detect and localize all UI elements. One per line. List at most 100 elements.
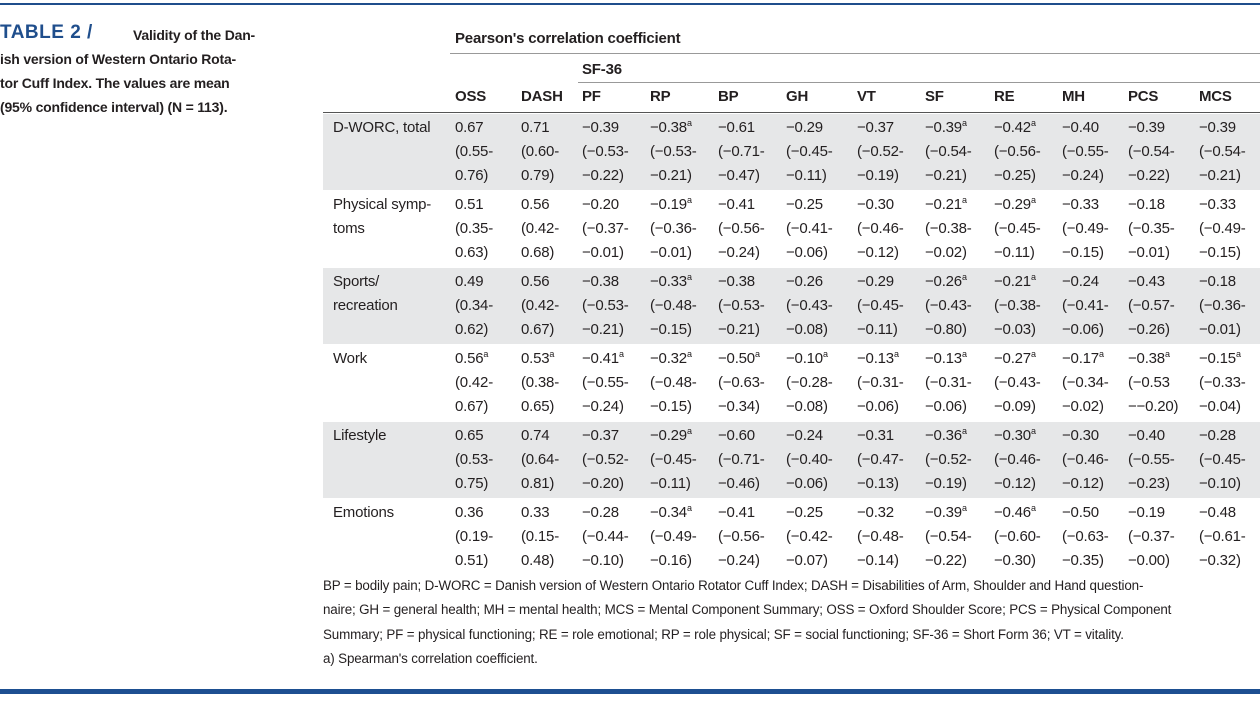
value: −0.33 [1062,196,1099,213]
ci-lower: (−0.49- [650,528,697,545]
cell-value: −0.25 [786,195,823,215]
value: −0.39 [925,119,962,136]
cell-value: −0.32 [857,503,894,523]
row-background [323,345,1260,421]
row-label: recreation [333,297,398,314]
ci-upper: −0.12) [1062,475,1104,492]
ci-lower: (−0.38- [994,297,1041,314]
ci-lower: (−0.44- [582,528,629,545]
column-header: DASH [521,88,563,105]
ci-lower: (−0.55- [1128,451,1175,468]
cell-value: −0.39 [582,118,619,138]
row-background [323,191,1260,267]
cell-value: −0.27a [994,349,1036,369]
ci-upper: 0.75) [455,475,489,492]
cell-value: −0.26a [925,272,967,292]
ci-lower: (−0.45- [857,297,904,314]
cell-value: −0.41a [582,349,624,369]
footnote-marker: a [893,349,899,359]
value: −0.25 [786,196,823,213]
ci-lower: (−0.45- [650,451,697,468]
row-background [323,114,1260,190]
ci-upper: −0.06) [1062,321,1104,338]
caption-label: TABLE 2 / [0,22,93,43]
ci-lower: (−0.52- [857,143,904,160]
ci-lower: (−0.54- [1128,143,1175,160]
footnote-marker: a [686,426,692,436]
ci-lower: (0.60- [521,143,559,160]
ci-upper: −0.15) [650,398,692,415]
ci-lower: (−0.53- [582,297,629,314]
ci-lower: (0.53- [455,451,493,468]
value: −0.39 [1128,119,1165,136]
ci-upper: −0.21) [650,167,692,184]
ci-upper: −0.01) [582,244,624,261]
ci-lower: (−0.57- [1128,297,1175,314]
value: −0.25 [786,504,823,521]
ci-upper: −0.06) [925,398,967,415]
ci-lower: (−0.33- [1199,374,1246,391]
value: −0.20 [582,196,619,213]
value: −0.30 [994,427,1031,444]
value: −0.37 [582,427,619,444]
cell-value: −0.28 [582,503,619,523]
value: −0.36 [925,427,962,444]
value: −0.18 [1128,196,1165,213]
ci-upper: −0.19) [857,167,899,184]
value: −0.30 [857,196,894,213]
value: −0.29 [650,427,687,444]
ci-upper: −0.15) [1199,244,1241,261]
footnote-line: a) Spearman's correlation coefficient. [323,650,538,666]
ci-lower: (−0.28- [786,374,833,391]
top-rule [0,3,1260,5]
ci-upper: −0.01) [1199,321,1241,338]
ci-upper: −0.14) [857,552,899,569]
cell-value: −0.38a [650,118,692,138]
cell-value: −0.17a [1062,349,1104,369]
cell-value: −0.50 [1062,503,1099,523]
cell-value: −0.37 [582,426,619,446]
value: −0.26 [925,273,962,290]
value: −0.32 [650,350,687,367]
ci-upper: −0.01) [1128,244,1170,261]
cell-value: −0.18 [1128,195,1165,215]
footnote-marker: a [1030,118,1036,128]
ci-lower: (0.64- [521,451,559,468]
row-label: Emotions [333,504,394,521]
ci-lower: (−0.56- [718,528,765,545]
cell-value: −0.21a [994,272,1036,292]
ci-upper: −0.24) [718,552,760,569]
value: −0.50 [718,350,755,367]
ci-lower: (−0.53- [718,297,765,314]
ci-lower: (−0.45- [786,143,833,160]
footnote-marker: a [754,349,760,359]
ci-lower: (−0.43- [994,374,1041,391]
cell-value: −0.31 [857,426,894,446]
footnote-marker: a [1098,349,1104,359]
cell-value: −0.30a [994,426,1036,446]
cell-value: −0.39 [1128,118,1165,138]
value: −0.24 [786,427,823,444]
ci-upper: −0.11) [857,321,898,338]
ci-upper: −0.46) [718,475,760,492]
ci-lower: (−0.48- [650,374,697,391]
cell-value: 0.65 [455,426,484,446]
value: 0.67 [455,119,484,136]
ci-upper: 0.65) [521,398,555,415]
header-rule [578,82,1260,83]
cell-value: 0.56 [521,195,550,215]
row-background [323,422,1260,498]
ci-lower: (−0.52- [925,451,972,468]
ci-lower: (−0.48- [650,297,697,314]
footnote-marker: a [686,118,692,128]
ci-lower: (−0.54- [1199,143,1246,160]
ci-upper: −0.21) [925,167,967,184]
ci-upper: −0.08) [786,398,828,415]
ci-lower: (−0.71- [718,451,765,468]
ci-lower: (−0.35- [1128,220,1175,237]
ci-lower: (−0.41- [1062,297,1109,314]
value: −0.40 [1062,119,1099,136]
cell-value: −0.30 [1062,426,1099,446]
ci-upper: −0.15) [1062,244,1104,261]
value: −0.33 [1199,196,1236,213]
